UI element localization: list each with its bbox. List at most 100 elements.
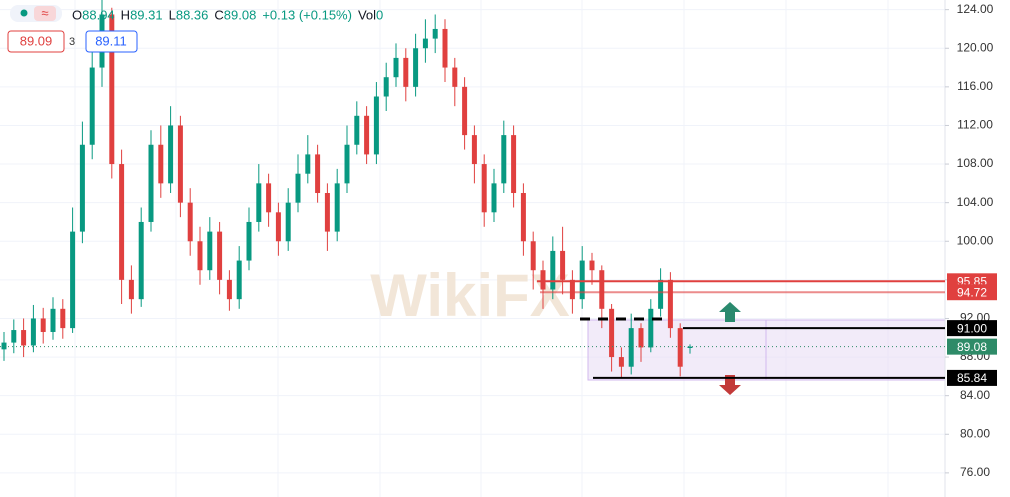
candle-body xyxy=(226,279,232,300)
candle-body xyxy=(109,14,115,165)
buy-box[interactable] xyxy=(85,30,138,53)
candle-body xyxy=(177,125,183,203)
candle-body xyxy=(30,318,36,346)
candle-body xyxy=(589,260,595,271)
spread: 3 xyxy=(69,36,75,48)
ohlc-key: L xyxy=(169,7,176,22)
level-label: 89.08 xyxy=(957,340,987,354)
candle-body xyxy=(70,231,76,329)
level-label: 91.00 xyxy=(957,321,987,335)
candle-body xyxy=(481,164,487,213)
candle-body xyxy=(60,308,66,329)
candle-body xyxy=(383,77,389,97)
status-dot xyxy=(20,9,28,17)
candle-body xyxy=(138,221,144,300)
wave-glyph: ≈ xyxy=(41,5,48,20)
y-tick-label: 100.00 xyxy=(957,233,994,247)
y-tick-label: 108.00 xyxy=(957,156,994,170)
plot xyxy=(1,0,693,379)
candle-body xyxy=(511,135,517,194)
candle-body xyxy=(658,279,664,309)
candle-body xyxy=(334,183,340,232)
candle-body xyxy=(305,154,311,174)
ohlc-value: 89.31 xyxy=(130,7,163,22)
candle-body xyxy=(501,135,507,184)
candle-body xyxy=(618,357,624,367)
level-tag xyxy=(947,369,997,386)
candle-body xyxy=(599,270,605,309)
up-arrow xyxy=(719,302,741,322)
candle-body xyxy=(422,38,428,49)
candle-body xyxy=(442,28,448,68)
candle-body xyxy=(403,57,409,87)
candle-body xyxy=(354,115,360,145)
candle-body xyxy=(628,328,634,367)
candle-body xyxy=(50,308,56,332)
candle-body xyxy=(530,241,536,271)
candle-body xyxy=(550,250,556,290)
candle-body xyxy=(452,67,458,87)
buy-price: 89.11 xyxy=(95,33,127,48)
y-tick-label: 124.00 xyxy=(957,2,994,16)
y-tick-label: 112.00 xyxy=(957,118,993,132)
y-tick-label: 116.00 xyxy=(957,79,993,93)
candle-body xyxy=(324,193,330,232)
candle-body xyxy=(344,144,350,184)
candle-body xyxy=(520,193,526,242)
ohlc-key: O xyxy=(72,7,82,22)
candle-body xyxy=(393,57,399,78)
candle-body xyxy=(569,279,575,300)
volume-value: 0 xyxy=(376,7,383,22)
wave-icon[interactable] xyxy=(34,6,56,21)
candle-body xyxy=(119,164,125,280)
level-tag xyxy=(947,338,997,355)
candle-body xyxy=(462,86,468,136)
ohlc-value: 89.08 xyxy=(224,7,257,22)
candle-body xyxy=(413,48,419,87)
level-tag xyxy=(947,284,997,301)
candle-body xyxy=(285,202,291,242)
candle-body xyxy=(89,67,95,145)
candle-body xyxy=(21,330,27,346)
level-label: 94.72 xyxy=(957,285,987,299)
sell-price: 89.09 xyxy=(20,33,53,48)
candle-body xyxy=(1,342,7,350)
candle-body xyxy=(373,96,379,155)
candle-body xyxy=(275,212,281,242)
sell-box[interactable] xyxy=(7,30,65,53)
candle-body xyxy=(79,144,85,232)
y-tick-label: 76.00 xyxy=(960,465,990,479)
candle-body xyxy=(579,260,585,300)
candle-body xyxy=(128,279,134,300)
candle-body xyxy=(168,125,174,184)
candle-body xyxy=(432,28,438,39)
level-label: 85.84 xyxy=(957,371,987,385)
level-tag xyxy=(947,320,997,337)
candle-body xyxy=(491,183,497,213)
candle-body xyxy=(187,202,193,242)
candle-body xyxy=(648,308,654,348)
candle-body xyxy=(295,173,301,203)
y-tick-label: 120.00 xyxy=(957,40,994,54)
candle-body xyxy=(236,260,242,300)
candle-body xyxy=(315,154,321,194)
y-tick-label: 84.00 xyxy=(960,388,990,402)
ohlc-key: C xyxy=(214,7,223,22)
ohlc-legend: O 88.94 H 89.31 L 88.36 C 89.08 +0.13 (+0.15%) Vo… xyxy=(72,7,383,22)
candle-body xyxy=(471,135,477,165)
candle-body xyxy=(540,270,546,290)
candle-body xyxy=(11,330,17,343)
candle-body xyxy=(638,328,644,348)
ohlc-key: H xyxy=(121,7,130,22)
change: +0.13 (+0.15%) xyxy=(262,7,352,22)
candle-body xyxy=(609,308,615,358)
ohlc-value: 88.94 xyxy=(82,7,115,22)
candle-body xyxy=(217,231,223,280)
watermark: WikiFX xyxy=(370,262,569,329)
volume-key: Vol xyxy=(358,7,376,22)
ohlc-value: 88.36 xyxy=(176,7,209,22)
candle-body xyxy=(266,183,272,213)
candle-body xyxy=(256,183,262,222)
y-tick-label: 80.00 xyxy=(960,426,990,440)
candle-body xyxy=(197,241,203,271)
